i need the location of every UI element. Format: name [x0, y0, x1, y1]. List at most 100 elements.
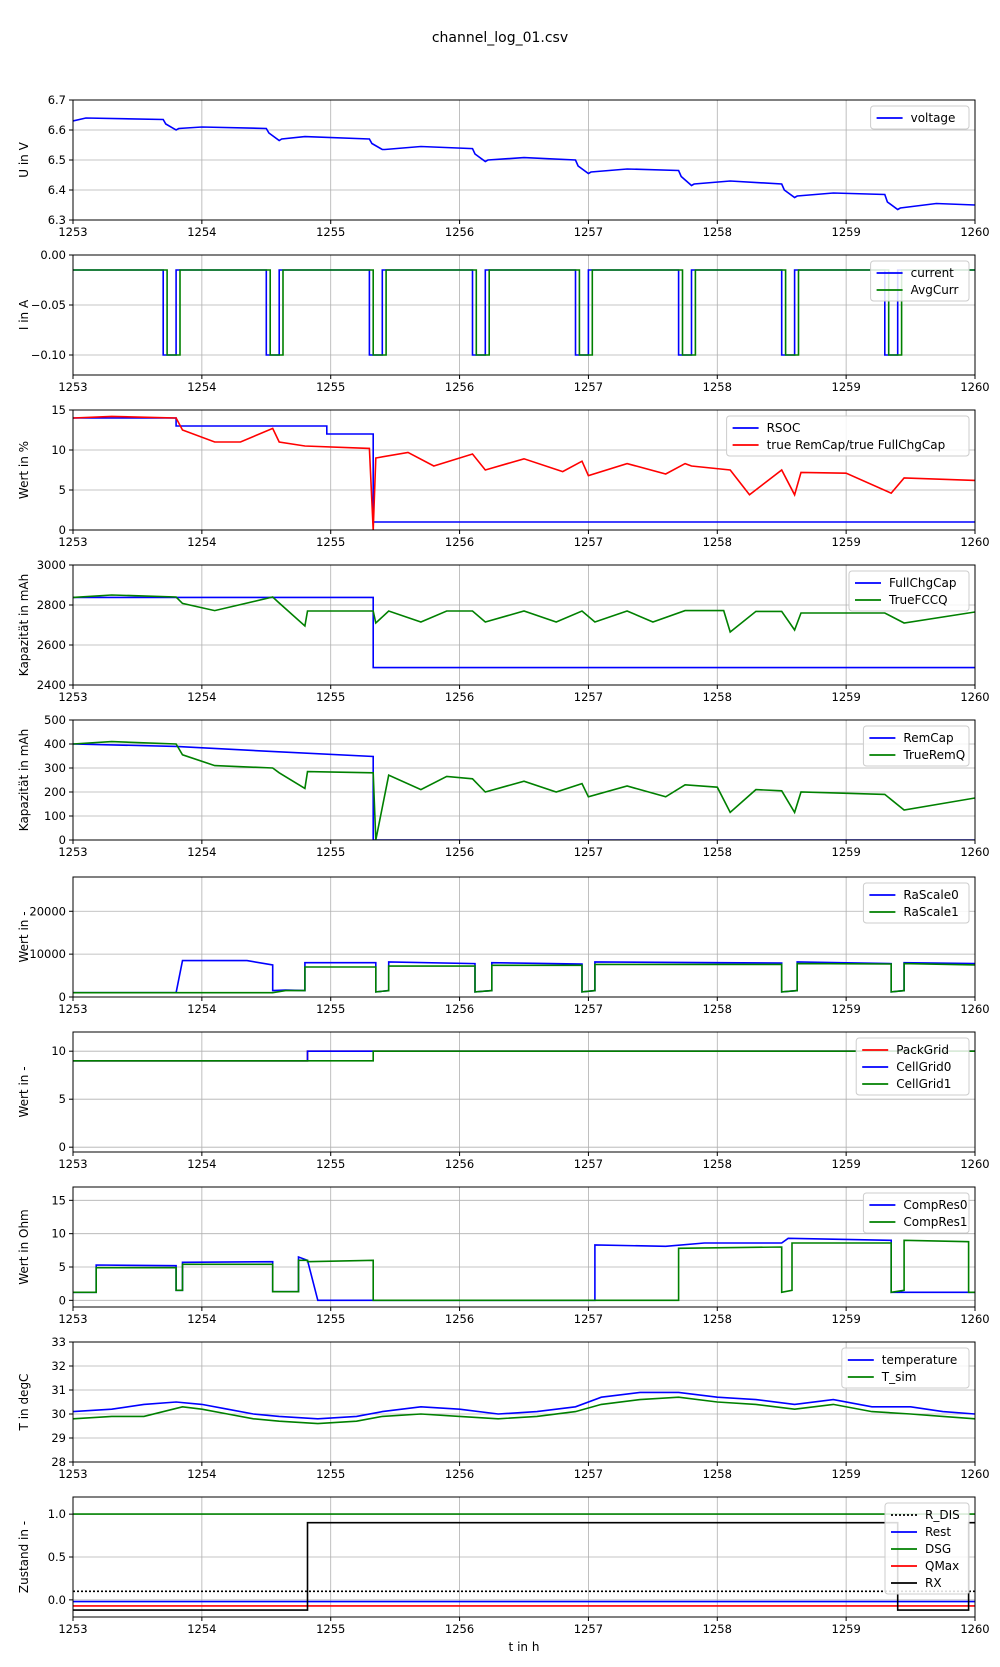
- legend-label: T_sim: [881, 1370, 917, 1384]
- series-line-FullChgCap: [73, 596, 975, 669]
- legend-box: [870, 260, 970, 302]
- axes-frame: [72, 1341, 976, 1463]
- legend-label: CompRes1: [903, 1215, 967, 1229]
- axes-frame: [72, 876, 976, 998]
- legend-label: Rest: [925, 1525, 951, 1539]
- y-tick-label: 6.3: [48, 213, 66, 227]
- series-line-RaScale1: [73, 962, 975, 994]
- x-tick-label: 1256: [445, 1467, 474, 1481]
- legend: RemCap TrueRemQ: [862, 725, 970, 767]
- y-tick-label: 20000: [29, 904, 66, 918]
- x-tick-label: 1254: [187, 1467, 216, 1481]
- legend-box: [870, 105, 970, 130]
- legend: temperature T_sim: [841, 1347, 970, 1389]
- x-tick-label: 1256: [445, 225, 474, 239]
- x-tick-label: 1258: [703, 1622, 732, 1636]
- y-tick-label: 10: [51, 1227, 66, 1241]
- x-tick-label: 1256: [445, 1312, 474, 1326]
- plot-area: [73, 415, 975, 530]
- legend-label: TrueRemQ: [902, 748, 965, 762]
- legend-label: true RemCap/true FullChgCap: [767, 438, 946, 452]
- y-tick-label: 0.00: [40, 248, 66, 262]
- legend-label: CompRes0: [903, 1198, 967, 1212]
- y-tick-label: 6.4: [48, 183, 66, 197]
- y-tick-label: 1.0: [48, 1507, 66, 1521]
- legend-label: QMax: [925, 1559, 959, 1573]
- y-axis-label: Wert in %: [17, 441, 31, 499]
- y-tick-label: 3000: [37, 558, 66, 572]
- plot-area: [73, 740, 975, 840]
- page-title: channel_log_01.csv: [432, 30, 568, 46]
- legend-box: [841, 1347, 970, 1389]
- y-tick-label: 2400: [37, 678, 66, 692]
- legend-label: voltage: [911, 111, 956, 125]
- plot-area: [73, 594, 975, 669]
- y-axis-label: Wert in Ohm: [17, 1209, 31, 1285]
- chart-panel-5: 1253 1254 1255 1256 1257 1258 1259 1260 0 10000 20…: [17, 876, 990, 1016]
- x-tick-label: 1260: [960, 845, 989, 859]
- x-tick-label: 1256: [445, 535, 474, 549]
- chart-panel-6: 1253 1254 1255 1256 1257 1258 1259 1260 0 5 10 Wert…: [17, 1031, 990, 1171]
- legend: R_DIS Rest DSG QMax RX: [884, 1502, 970, 1595]
- y-axis-label: T in degC: [17, 1374, 31, 1432]
- x-tick-label: 1256: [445, 845, 474, 859]
- x-tick-label: 1259: [832, 1467, 861, 1481]
- legend-label: AvgCurr: [911, 283, 959, 297]
- x-tick-label: 1260: [960, 1622, 989, 1636]
- x-tick-label: 1257: [574, 1157, 603, 1171]
- y-tick-label: 0: [59, 523, 66, 537]
- x-tick-label: 1260: [960, 225, 989, 239]
- y-tick-label: 0: [59, 833, 66, 847]
- y-tick-label: 15: [51, 1193, 66, 1207]
- legend-label: TrueFCCQ: [888, 593, 948, 607]
- x-tick-label: 1259: [832, 1622, 861, 1636]
- x-tick-label: 1260: [960, 1157, 989, 1171]
- y-tick-label: 0.5: [48, 1550, 66, 1564]
- x-tick-label: 1255: [316, 380, 345, 394]
- series-line-current: [73, 269, 975, 356]
- y-tick-label: 0: [59, 990, 66, 1004]
- y-tick-label: 400: [44, 737, 66, 751]
- x-tick-label: 1256: [445, 1157, 474, 1171]
- series-line-CompRes1: [73, 1239, 975, 1302]
- legend-box: [862, 725, 970, 767]
- x-tick-label: 1255: [316, 845, 345, 859]
- x-tick-label: 1260: [960, 535, 989, 549]
- x-tick-label: 1257: [574, 225, 603, 239]
- x-tick-label: 1254: [187, 1157, 216, 1171]
- axes-frame: [72, 564, 976, 686]
- x-tick-label: 1253: [58, 845, 87, 859]
- x-tick-label: 1256: [445, 1002, 474, 1016]
- legend: FullChgCap TrueFCCQ: [848, 570, 970, 612]
- axes-frame: [72, 1186, 976, 1308]
- chart-panel-2: 1253 1254 1255 1256 1257 1258 1259 1260 0 5 10 15 We…: [17, 403, 990, 549]
- legend: voltage: [870, 105, 970, 130]
- y-axis-label: Wert in -: [17, 911, 31, 962]
- y-tick-label: 28: [51, 1455, 66, 1469]
- y-axis-label: Kapazität in mAh: [17, 729, 31, 831]
- legend-label: RSOC: [767, 421, 801, 435]
- legend-label: current: [911, 266, 955, 280]
- x-tick-label: 1257: [574, 845, 603, 859]
- y-tick-label: 6.6: [48, 123, 66, 137]
- x-tick-label: 1254: [187, 1312, 216, 1326]
- y-tick-label: 0: [59, 1293, 66, 1307]
- series-line-TrueFCCQ: [73, 594, 975, 634]
- plot-area: [73, 1050, 975, 1062]
- x-tick-label: 1259: [832, 380, 861, 394]
- y-tick-label: 300: [44, 761, 66, 775]
- axes-frame: [72, 1031, 976, 1153]
- y-tick-label: 15: [51, 403, 66, 417]
- x-tick-label: 1258: [703, 1157, 732, 1171]
- chart-panel-8: 1253 1254 1255 1256 1257 1258 1259 1260 28 29 30 31…: [17, 1335, 990, 1481]
- x-tick-label: 1258: [703, 1002, 732, 1016]
- y-tick-label: 6.5: [48, 153, 66, 167]
- x-tick-label: 1253: [58, 380, 87, 394]
- x-tick-label: 1256: [445, 380, 474, 394]
- legend-label: PackGrid: [896, 1043, 949, 1057]
- y-tick-label: 10: [51, 1044, 66, 1058]
- x-tick-label: 1257: [574, 1002, 603, 1016]
- x-tick-label: 1257: [574, 380, 603, 394]
- x-tick-label: 1259: [832, 690, 861, 704]
